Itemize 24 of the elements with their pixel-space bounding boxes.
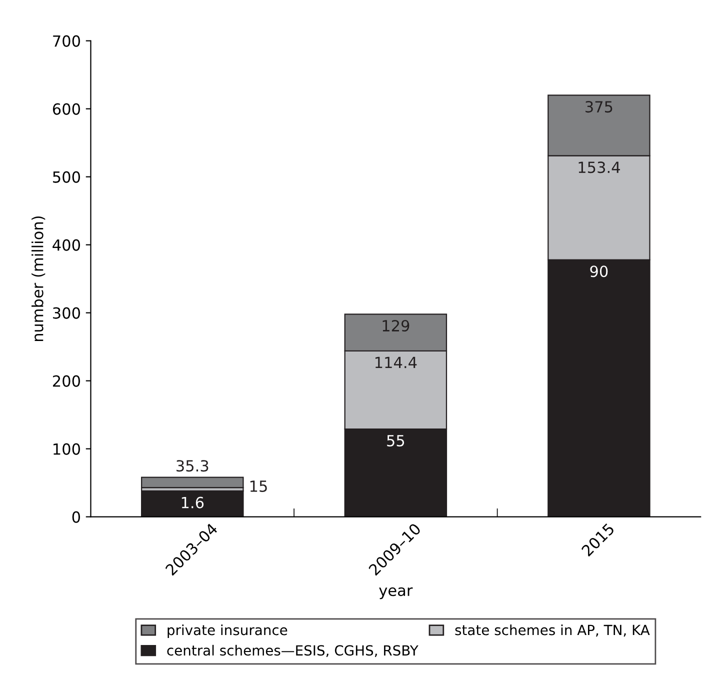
annotation: 1.6 bbox=[182, 496, 204, 508]
y-tick-label: 600 bbox=[52, 103, 80, 115]
bar bbox=[141, 490, 244, 517]
annotation: 90 bbox=[590, 266, 608, 278]
legend-label: state schemes in AP, TN, KA bbox=[455, 624, 650, 637]
annotation: 114.4 bbox=[375, 356, 417, 368]
annotation: 153.4 bbox=[578, 162, 620, 174]
y-axis-title: number (million) bbox=[32, 216, 46, 342]
annotation: 15 bbox=[250, 480, 267, 492]
y-tick-label: 300 bbox=[53, 307, 80, 319]
y-tick-label: 700 bbox=[53, 35, 80, 47]
y-tick-label: 0 bbox=[72, 511, 80, 523]
annotation: 375 bbox=[586, 101, 612, 113]
y-tick-label: 500 bbox=[53, 171, 80, 183]
annotation: 129 bbox=[382, 320, 410, 332]
legend-label: central schemes—ESIS, CGHS, RSBY bbox=[167, 644, 418, 658]
y-tick-label: 100 bbox=[54, 443, 80, 455]
y-tick-label: 400 bbox=[52, 239, 80, 251]
legend-label: private insurance bbox=[168, 624, 288, 638]
y-tick-label: 200 bbox=[52, 375, 80, 387]
x-axis-title: year bbox=[379, 587, 413, 600]
annotation: 55 bbox=[387, 435, 404, 446]
bar bbox=[141, 476, 244, 488]
annotation: 35.3 bbox=[176, 460, 208, 472]
